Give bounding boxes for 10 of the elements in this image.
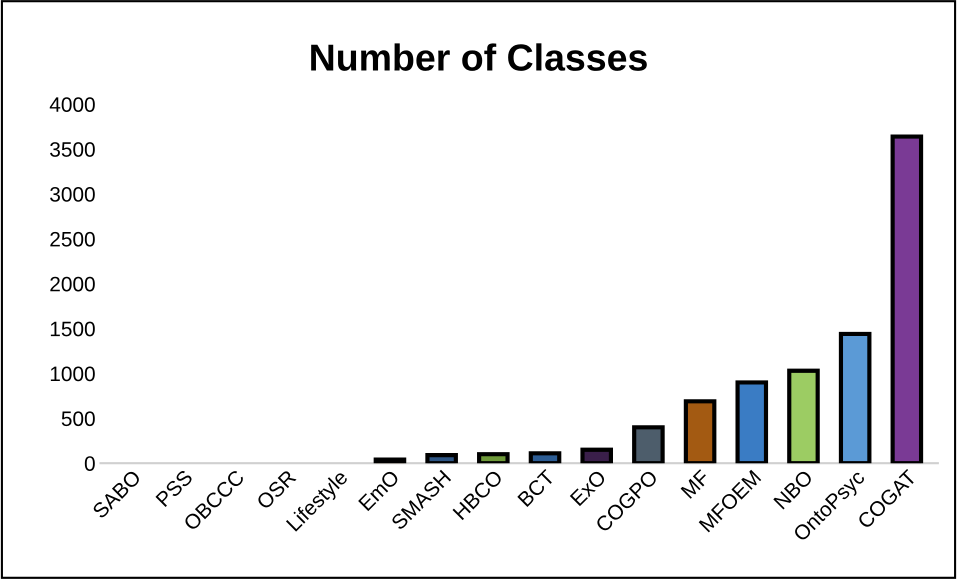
y-tick-label: 500	[62, 411, 95, 426]
chart-title: Number of Classes	[311, 43, 647, 71]
y-tick-label: 3000	[50, 186, 95, 202]
y-tick-label: 2500	[50, 232, 95, 247]
y-tick-label: 1000	[50, 366, 95, 382]
y-tick-label: 3500	[50, 142, 95, 157]
y-tick-label: 4000	[50, 97, 95, 112]
y-tick-label: 0	[84, 456, 95, 471]
y-tick-label: 1500	[50, 322, 95, 336]
y-tick-label: 2000	[50, 276, 95, 292]
